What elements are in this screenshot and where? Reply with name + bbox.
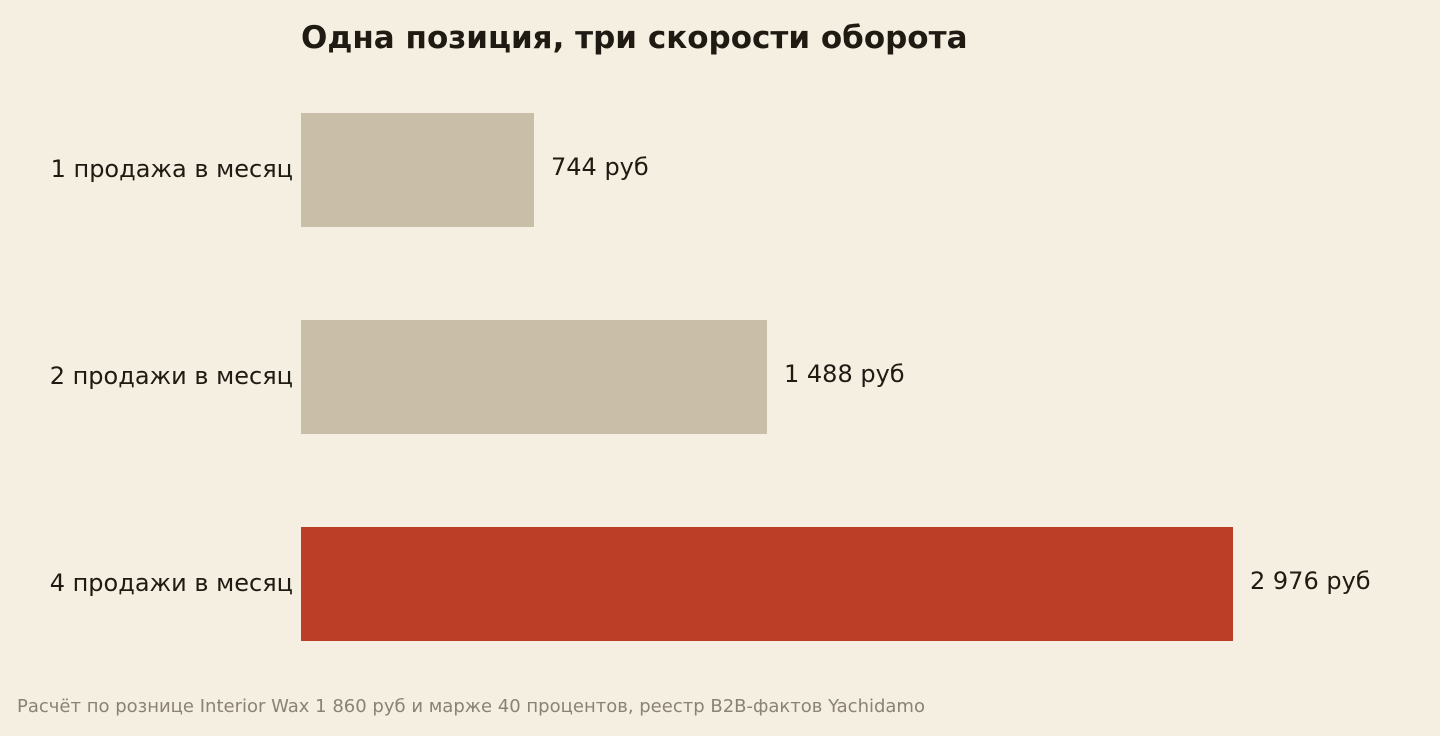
category-label: 4 продажи в месяц — [50, 569, 293, 597]
bars — [301, 113, 1233, 641]
value-label: 1 488 руб — [784, 360, 905, 388]
bar — [301, 320, 767, 434]
chart-title: Одна позиция, три скорости оборота — [301, 20, 968, 56]
source-note: Расчёт по рознице Interior Wax 1 860 руб… — [17, 696, 925, 717]
bar — [301, 113, 534, 227]
value-label: 2 976 руб — [1250, 567, 1371, 595]
bar — [301, 527, 1233, 641]
category-label: 2 продажи в месяц — [50, 362, 293, 390]
category-labels: 1 продажа в месяц 2 продажи в месяц 4 прод… — [50, 155, 293, 597]
value-labels: 744 руб 1 488 руб 2 976 руб — [551, 153, 1371, 595]
value-label: 744 руб — [551, 153, 649, 181]
category-label: 1 продажа в месяц — [51, 155, 293, 183]
